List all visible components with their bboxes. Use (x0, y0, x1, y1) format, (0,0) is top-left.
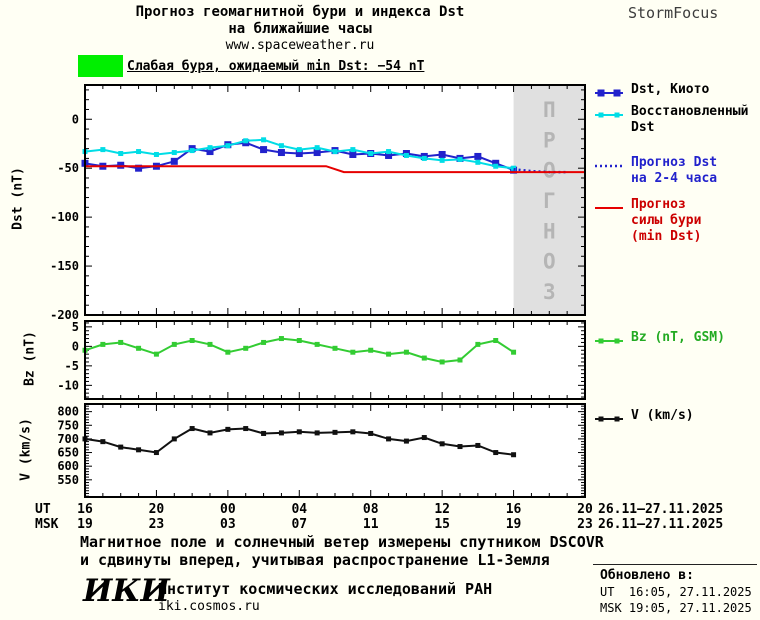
legend-label-line: (min Dst) (631, 229, 702, 244)
x-tick-label: 20 (577, 502, 593, 517)
svg-text:550: 550 (57, 473, 79, 487)
legend-label-line: Восстановленный (631, 104, 749, 119)
legend-label-line: Прогноз Dst (631, 155, 718, 170)
page-title-line2: на ближайшие часы (228, 21, 372, 37)
svg-text:-150: -150 (50, 259, 79, 273)
x-tick-label: 16 (77, 502, 93, 517)
x-tick-label: 07 (291, 517, 308, 532)
legend-label-group: Восстановленный Dst (631, 104, 748, 136)
brand: StormFocus (628, 4, 719, 22)
x-tick-label: 20 (148, 502, 165, 517)
svg-text:-200: -200 (50, 308, 79, 322)
x-tick-label: 23 (577, 517, 593, 532)
institute-name: Институт космических исследований РАН (158, 580, 493, 598)
legend-label-group: Dst, Киото (631, 82, 709, 98)
data-source-note-line2: и сдвинуты вперед, учитывая распростране… (80, 551, 550, 569)
legend-item-restored-dst: Восстановленный Dst (594, 104, 748, 136)
svg-text:800: 800 (57, 405, 79, 419)
bz-line-icon (594, 332, 624, 344)
legend-label-group: V (km/s) (631, 408, 694, 424)
legend-label-line: Dst, Киото (631, 82, 710, 97)
page-title-line1: Прогноз геомагнитной бури и индекса Dst (135, 4, 465, 20)
svg-text:-5: -5 (65, 359, 79, 373)
restored-dst-line-icon (594, 106, 624, 118)
institute-site-link[interactable]: iki.cosmos.ru (158, 599, 260, 614)
x-tick-label: 08 (362, 502, 379, 517)
v-line-icon (594, 410, 624, 422)
x-tick-label: 00 (220, 502, 236, 517)
storm-level-swatch-icon (78, 55, 123, 77)
legend-item-v: V (km/s) (594, 408, 694, 424)
svg-text:750: 750 (57, 418, 79, 432)
forecast-dst-dotted-line-icon (594, 157, 624, 169)
svg-text:700: 700 (57, 432, 79, 446)
svg-text:О: О (543, 159, 556, 183)
legend-label-line: силы бури (631, 213, 702, 228)
iki-logo: ИКИ (83, 573, 170, 609)
x-tick-label: 23 (148, 517, 165, 532)
updated-time-ut: UT 16:05, 27.11.2025 (600, 585, 752, 599)
legend-label-group: Прогноз Dst на 2-4 часа (631, 155, 717, 187)
ut-axis-label: UT (35, 502, 51, 517)
x-tick-label: 03 (220, 517, 236, 532)
legend-label-line: V (km/s) (631, 408, 694, 423)
svg-text:З: З (543, 280, 556, 304)
dst-axis-label: Dst (nT) (10, 167, 26, 230)
legend-label-line: Прогноз (631, 197, 686, 212)
data-source-note-line1: Магнитное поле и солнечный ветер измерен… (80, 533, 604, 551)
updated-time-msk: MSK 19:05, 27.11.2025 (600, 601, 752, 615)
svg-text:Н: Н (543, 219, 556, 243)
x-tick-label: 15 (434, 517, 450, 532)
bz-chart: 5 0 -5 -10 (57, 320, 586, 400)
updated-label: Обновлено в: (600, 568, 694, 583)
legend-label-line: Dst (631, 120, 655, 135)
x-tick-label: 19 (505, 517, 522, 532)
svg-text:5: 5 (72, 320, 79, 334)
x-tick-label: 16 (505, 502, 522, 517)
ut-date-range: 26.11–27.11.2025 (598, 502, 724, 517)
legend-label-line: на 2-4 часа (631, 171, 718, 186)
x-tick-label: 12 (434, 502, 450, 517)
legend-label-line: Bz (nT, GSM) (631, 330, 725, 345)
svg-text:0: 0 (72, 112, 79, 126)
svg-text:-50: -50 (57, 161, 79, 175)
svg-text:П: П (543, 98, 556, 122)
legend-label-group: Прогноз силы бури (min Dst) (631, 197, 701, 245)
x-tick-label: 19 (77, 517, 93, 532)
svg-text:Р: Р (543, 128, 556, 152)
msk-date-range: 26.11–27.11.2025 (598, 517, 724, 532)
msk-tick-row: 19 23 03 07 11 15 19 23 (0, 517, 760, 533)
legend-item-storm-strength: Прогноз силы бури (min Dst) (594, 197, 701, 245)
legend-item-forecast-dst: Прогноз Dst на 2-4 часа (594, 155, 717, 187)
svg-text:-10: -10 (57, 378, 79, 392)
svg-text:О: О (543, 250, 556, 274)
svg-text:650: 650 (57, 446, 79, 460)
x-tick-label: 11 (362, 517, 379, 532)
svg-text:Г: Г (543, 189, 556, 213)
svg-text:600: 600 (57, 459, 79, 473)
legend-item-dst-kyoto: Dst, Киото (594, 82, 709, 98)
v-axis-label: V (km/s) (18, 418, 34, 481)
svg-text:0: 0 (72, 339, 79, 353)
storm-strength-line-icon (594, 199, 624, 211)
legend-item-bz: Bz (nT, GSM) (594, 330, 725, 346)
ut-tick-row: 16 20 00 04 08 12 16 20 (0, 502, 760, 518)
svg-text:-100: -100 (50, 210, 79, 224)
storm-alert-text: Слабая буря, ожидаемый min Dst: −54 nT (127, 59, 425, 74)
updated-divider (593, 564, 757, 565)
legend-label-group: Bz (nT, GSM) (631, 330, 725, 346)
website-link[interactable]: www.spaceweather.ru (225, 38, 375, 53)
x-tick-label: 04 (291, 502, 308, 517)
dst-kyoto-line-icon (594, 84, 624, 97)
msk-axis-label: MSK (35, 517, 59, 532)
